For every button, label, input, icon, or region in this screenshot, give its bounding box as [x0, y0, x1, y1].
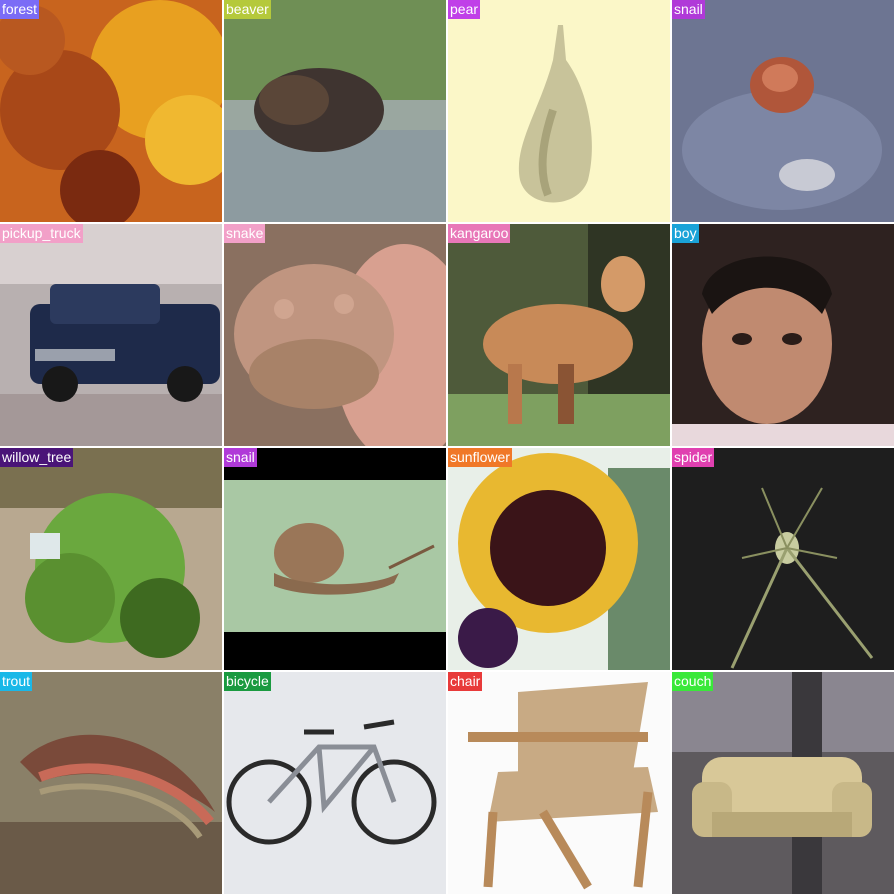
image-tile: snail	[224, 448, 446, 670]
image-tile: spider	[672, 448, 894, 670]
sunflower-image	[448, 448, 670, 670]
couch-image	[672, 672, 894, 894]
class-label: snail	[672, 0, 705, 19]
beaver-image	[224, 0, 446, 222]
spider-image	[672, 448, 894, 670]
class-label: bicycle	[224, 672, 271, 691]
image-tile: snail	[672, 0, 894, 222]
image-tile: trout	[0, 672, 222, 894]
image-tile: sunflower	[448, 448, 670, 670]
class-label: couch	[672, 672, 714, 691]
class-label: boy	[672, 224, 699, 243]
class-label: pear	[448, 0, 481, 19]
snail-image	[672, 0, 894, 222]
trout-image	[0, 672, 222, 894]
image-tile: bicycle	[224, 672, 446, 894]
class-label: sunflower	[448, 448, 512, 467]
class-label: beaver	[224, 0, 271, 19]
chair-image	[448, 672, 670, 894]
image-tile: pear	[448, 0, 670, 222]
forest-image	[0, 0, 222, 222]
class-label: forest	[0, 0, 40, 19]
image-tile: willow_tree	[0, 448, 222, 670]
willow-tree-image	[0, 448, 222, 670]
class-label: willow_tree	[0, 448, 74, 467]
image-tile: kangaroo	[448, 224, 670, 446]
snail-image	[224, 448, 446, 670]
kangaroo-image	[448, 224, 670, 446]
class-label: snake	[224, 224, 266, 243]
class-label: snail	[224, 448, 257, 467]
boy-image	[672, 224, 894, 446]
image-tile: beaver	[224, 0, 446, 222]
class-label: kangaroo	[448, 224, 511, 243]
image-tile: snake	[224, 224, 446, 446]
class-label: pickup_truck	[0, 224, 83, 243]
image-tile: chair	[448, 672, 670, 894]
snake-image	[224, 224, 446, 446]
image-tile: boy	[672, 224, 894, 446]
class-label: trout	[0, 672, 33, 691]
image-tile: forest	[0, 0, 222, 222]
class-label: chair	[448, 672, 483, 691]
pear-image	[448, 0, 670, 222]
image-tile: couch	[672, 672, 894, 894]
pickup-truck-image	[0, 224, 222, 446]
class-label: spider	[672, 448, 715, 467]
image-tile: pickup_truck	[0, 224, 222, 446]
bicycle-image	[224, 672, 446, 894]
